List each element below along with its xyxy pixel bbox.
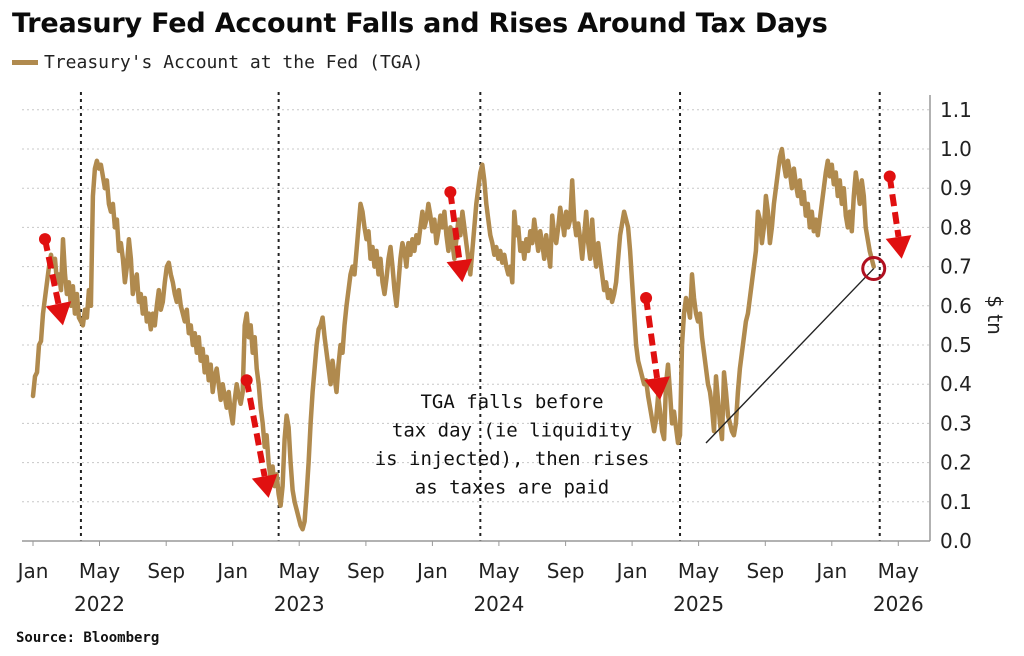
y-tick-label: 0.4 xyxy=(940,372,972,396)
source-note: Source: Bloomberg xyxy=(16,630,160,646)
x-tick-label: Jan xyxy=(814,559,847,583)
y-tick-label: 0.7 xyxy=(940,255,972,279)
series-layer xyxy=(30,146,876,532)
annotation-line: is injected), then rises xyxy=(375,448,650,470)
arrows-layer xyxy=(38,170,912,498)
arrow-shaft xyxy=(42,238,62,305)
x-tick-label: Sep xyxy=(147,559,185,583)
x-tick-label: Jan xyxy=(16,559,49,583)
x-year-label: 2026 xyxy=(873,592,924,616)
legend: Treasury's Account at the Fed (TGA) xyxy=(12,52,423,73)
legend-label: Treasury's Account at the Fed (TGA) xyxy=(44,52,424,73)
x-tick-label: Jan xyxy=(615,559,648,583)
annotation-pointer-line xyxy=(705,268,875,444)
gridlines xyxy=(22,109,930,503)
y-tick-label: 0.3 xyxy=(940,411,972,435)
x-tick-label: May xyxy=(478,559,520,583)
red-dashed-arrow xyxy=(38,233,72,326)
x-year-label: 2022 xyxy=(74,592,125,616)
annotation-line: TGA falls before xyxy=(420,391,603,413)
series-line-tga xyxy=(30,146,876,532)
y-tick-label: 0.1 xyxy=(940,490,972,514)
arrow-shaft xyxy=(886,176,902,238)
x-tick-label: May xyxy=(279,559,321,583)
y-tick-labels: 0.0 0.1 0.2 0.3 0.4 0.5 0.6 0.7 0.8 0.9 1.0 1.1 xyxy=(940,98,972,553)
axes xyxy=(22,95,931,546)
x-tick-label: Sep xyxy=(746,559,784,583)
arrowhead xyxy=(45,301,72,326)
y-axis-title: $ tn xyxy=(983,295,1007,335)
y-tick-label: 1.1 xyxy=(940,98,972,122)
x-tick-label: Sep xyxy=(347,559,385,583)
tax-day-lines xyxy=(79,92,881,541)
x-year-label: 2024 xyxy=(473,592,524,616)
x-tick-label: Jan xyxy=(215,559,248,583)
y-tick-label: 0.8 xyxy=(940,215,972,239)
arrowhead xyxy=(644,376,670,400)
red-dashed-arrow xyxy=(444,186,473,283)
x-tick-label: May xyxy=(878,559,920,583)
x-year-label: 2025 xyxy=(673,592,724,616)
x-tick-label: May xyxy=(678,559,720,583)
y-tick-label: 0.2 xyxy=(940,451,972,475)
red-dashed-arrow xyxy=(640,291,670,400)
annotation-pointer-layer xyxy=(705,256,887,444)
annotation-line: tax day (ie liquidity xyxy=(392,420,632,442)
red-dashed-arrow xyxy=(240,374,278,498)
legend-swatch xyxy=(12,60,38,65)
y-tick-label: 0.6 xyxy=(940,294,972,318)
arrowhead xyxy=(885,235,912,259)
y-tick-label: 0.9 xyxy=(940,176,972,200)
chart-title: Treasury Fed Account Falls and Rises Aro… xyxy=(12,8,828,39)
x-tick-label: Sep xyxy=(547,559,585,583)
arrow-shaft xyxy=(643,297,661,379)
x-tick-label: May xyxy=(79,559,121,583)
arrowhead xyxy=(251,473,278,498)
x-tick-labels: Jan May Sep Jan May Sep Jan May Sep Jan May Sep Jan M… xyxy=(16,559,924,616)
y-tick-label: 0.5 xyxy=(940,333,972,357)
annotation-line: as taxes are paid xyxy=(415,477,609,499)
arrow-shaft xyxy=(243,379,268,477)
y-tick-label: 1.0 xyxy=(940,137,972,161)
arrow-shaft xyxy=(447,191,463,261)
annotation-text: TGA falls before tax day (ie liquidity is … xyxy=(375,391,650,499)
x-tick-label: Jan xyxy=(415,559,448,583)
arrowhead xyxy=(446,258,473,283)
x-year-label: 2023 xyxy=(274,592,325,616)
red-dashed-arrow xyxy=(883,170,912,259)
y-tick-label: 0.0 xyxy=(940,529,972,553)
highlight-circle xyxy=(861,256,887,282)
